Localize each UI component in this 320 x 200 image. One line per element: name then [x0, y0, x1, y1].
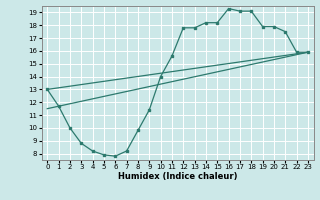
- X-axis label: Humidex (Indice chaleur): Humidex (Indice chaleur): [118, 172, 237, 181]
